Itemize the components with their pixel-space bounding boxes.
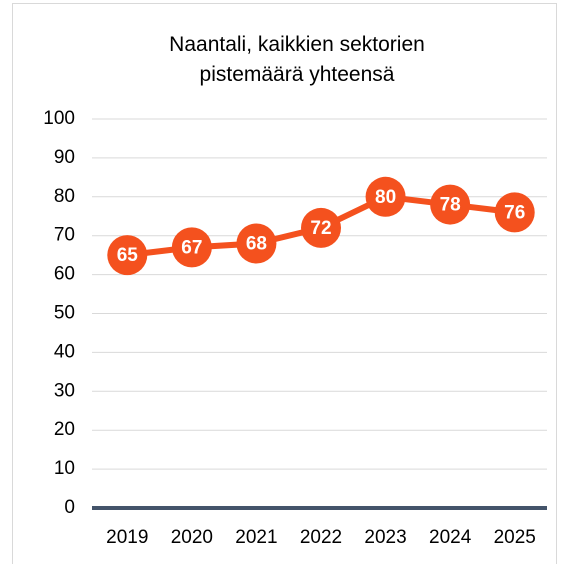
- y-tick-label: 20: [54, 419, 75, 440]
- data-label: 67: [181, 237, 202, 258]
- data-label: 78: [440, 195, 461, 216]
- chart-frame: [12, 3, 557, 564]
- y-tick-label: 30: [54, 380, 75, 401]
- x-tick-label: 2023: [364, 527, 406, 548]
- y-tick-label: 40: [54, 341, 75, 362]
- marker: [171, 227, 212, 268]
- y-tick-label: 80: [54, 186, 75, 207]
- y-tick-label: 90: [54, 147, 75, 168]
- data-label: 72: [310, 218, 331, 239]
- y-tick-label: 0: [64, 497, 75, 518]
- x-tick-label: 2024: [429, 527, 472, 548]
- x-tick-label: 2019: [106, 527, 148, 548]
- x-tick-label: 2025: [494, 527, 536, 548]
- marker: [430, 184, 471, 225]
- y-tick-label: 50: [54, 303, 75, 324]
- x-tick-label: 2021: [235, 527, 277, 548]
- data-label: 68: [246, 233, 267, 254]
- y-tick-label: 70: [54, 225, 75, 246]
- y-tick-label: 10: [54, 458, 75, 479]
- chart-title: Naantali, kaikkien sektorien pistemäärä …: [169, 33, 425, 86]
- data-label: 65: [117, 245, 139, 266]
- marker: [236, 223, 277, 264]
- data-label: 76: [504, 202, 525, 223]
- x-tick-label: 2020: [171, 527, 213, 548]
- y-tick-label: 100: [43, 108, 75, 129]
- marker: [365, 176, 406, 217]
- data-label: 80: [375, 187, 396, 208]
- y-tick-label: 60: [54, 264, 75, 285]
- marker: [107, 235, 148, 276]
- marker: [494, 192, 535, 233]
- x-tick-label: 2022: [300, 527, 342, 548]
- marker: [301, 207, 341, 248]
